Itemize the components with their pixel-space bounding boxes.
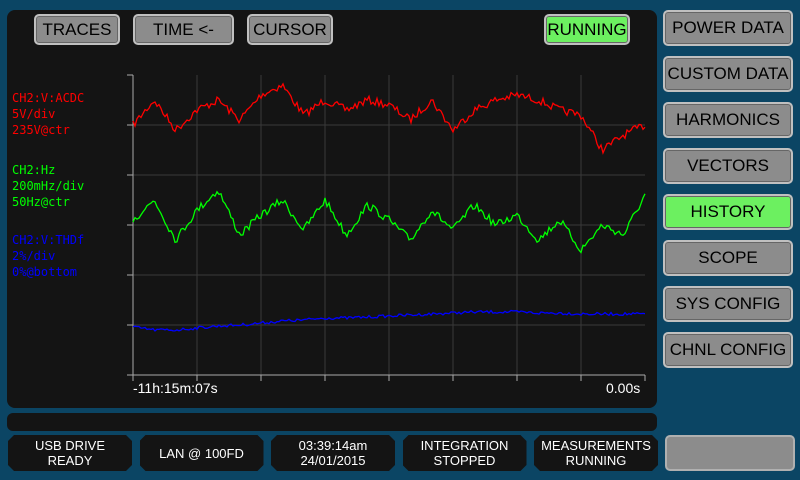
status-text: LAN @ 100FD	[159, 445, 244, 461]
channel-scale: 2%/div	[12, 249, 56, 263]
status-box: INTEGRATION STOPPED	[403, 435, 527, 471]
menu-harmonics-button[interactable]: HARMONICS	[663, 102, 793, 138]
channel-scale: 5V/div	[12, 107, 56, 121]
status-text: USB DRIVE	[34, 438, 106, 453]
channel-ref: 0%@bottom	[12, 265, 78, 279]
status-text: INTEGRATION	[420, 438, 509, 453]
traces-button[interactable]: TRACES	[34, 14, 120, 45]
time-axis-start: -11h:15m:07s	[133, 380, 218, 396]
menu-sys-config-button[interactable]: SYS CONFIG	[663, 286, 793, 322]
blank-status-box[interactable]	[665, 435, 795, 471]
channel-scale: 200mHz/div	[12, 179, 85, 193]
menu-vectors-button[interactable]: VECTORS	[663, 148, 793, 184]
status-text: READY	[47, 453, 93, 468]
status-text: STOPPED	[433, 453, 496, 468]
channel-ref: 235V@ctr	[12, 123, 70, 137]
status-box: LAN @ 100FD	[140, 435, 264, 471]
channel-name: CH2:V:THDf	[12, 233, 85, 247]
menu-scope-button[interactable]: SCOPE	[663, 240, 793, 276]
channel-3-label: CH2:V:THDf 2%/div 0%@bottom	[12, 232, 84, 280]
status-text: 24/01/2015	[300, 453, 366, 468]
time-back-button[interactable]: TIME <-	[133, 14, 234, 45]
channel-name: CH2:Hz	[12, 163, 56, 177]
menu-chnl-config-button[interactable]: CHNL CONFIG	[663, 332, 793, 368]
status-text: MEASUREMENTS	[541, 438, 651, 453]
menu-custom-data-button[interactable]: CUSTOM DATA	[663, 56, 793, 92]
channel-1-label: CH2:V:ACDC 5V/div 235V@ctr	[12, 90, 84, 138]
trace-ch2-hz	[132, 190, 646, 254]
menu-history-button[interactable]: HISTORY	[663, 194, 793, 230]
channel-name: CH2:V:ACDC	[12, 91, 85, 105]
channel-ref: 50Hz@ctr	[12, 195, 70, 209]
display-panel	[7, 10, 657, 408]
message-bar	[7, 413, 657, 431]
status-box: 03:39:14am 24/01/2015	[271, 435, 395, 471]
trace-ch2-v-acdc	[132, 82, 646, 155]
menu-power-data-button[interactable]: POWER DATA	[663, 10, 793, 46]
channel-2-label: CH2:Hz 200mHz/div 50Hz@ctr	[12, 162, 84, 210]
running-status-button[interactable]: RUNNING	[544, 14, 630, 45]
status-box: MEASUREMENTS RUNNING	[534, 435, 658, 471]
status-text: 03:39:14am	[298, 438, 368, 453]
status-text: RUNNING	[565, 453, 627, 468]
trace-ch2-v-thdf	[132, 309, 646, 332]
time-axis-end: 0.00s	[606, 380, 641, 396]
cursor-button[interactable]: CURSOR	[247, 14, 333, 45]
status-box: USB DRIVE READY	[8, 435, 132, 471]
